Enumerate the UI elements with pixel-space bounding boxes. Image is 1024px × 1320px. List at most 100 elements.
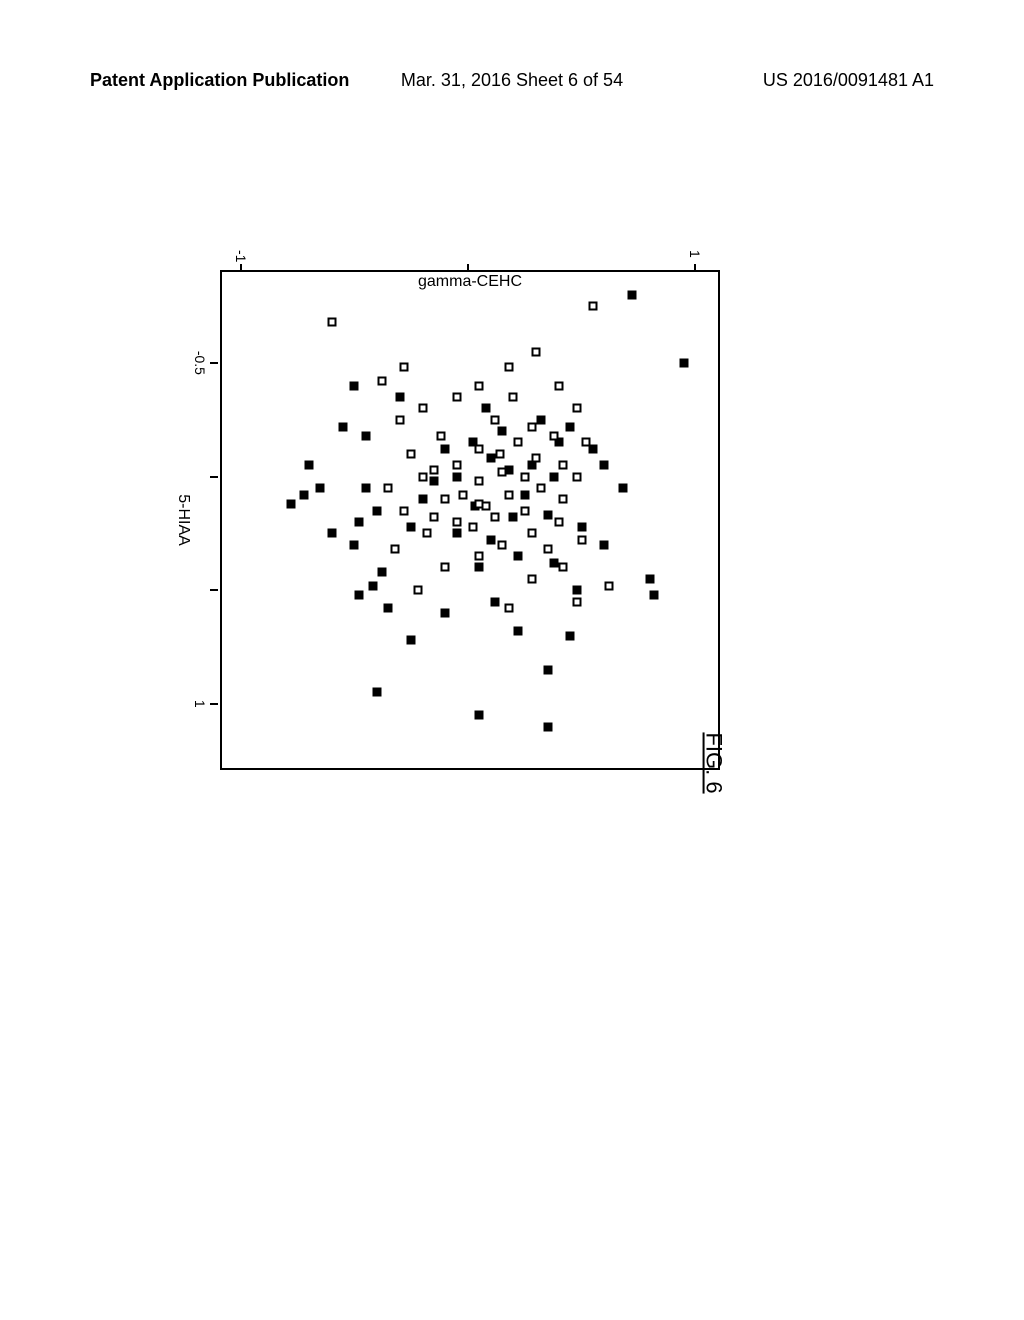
data-point-filled: [543, 665, 552, 674]
data-point-filled: [600, 540, 609, 549]
header-left: Patent Application Publication: [90, 70, 349, 91]
data-point-hollow: [418, 404, 427, 413]
figure-label: FIG. 6: [700, 732, 726, 793]
y-tick: [694, 264, 696, 272]
data-point-filled: [627, 290, 636, 299]
data-point-hollow: [475, 552, 484, 561]
data-point-filled: [550, 558, 559, 567]
plot-area: -0.51-11: [220, 270, 720, 770]
data-point-filled: [316, 483, 325, 492]
data-point-hollow: [550, 431, 559, 440]
data-point-hollow: [573, 404, 582, 413]
data-point-hollow: [491, 513, 500, 522]
data-point-filled: [350, 540, 359, 549]
data-point-hollow: [527, 422, 536, 431]
data-point-filled: [514, 552, 523, 561]
x-tick-label: 1: [192, 700, 208, 708]
data-point-filled: [304, 461, 313, 470]
x-tick: [210, 476, 218, 478]
data-point-hollow: [475, 477, 484, 486]
data-point-hollow: [554, 381, 563, 390]
data-point-hollow: [554, 518, 563, 527]
data-point-hollow: [498, 540, 507, 549]
data-point-hollow: [400, 506, 409, 515]
data-point-hollow: [509, 393, 518, 402]
data-point-filled: [543, 511, 552, 520]
data-point-hollow: [527, 574, 536, 583]
data-point-hollow: [520, 506, 529, 515]
data-point-hollow: [423, 529, 432, 538]
data-point-filled: [368, 581, 377, 590]
data-point-filled: [566, 631, 575, 640]
data-point-filled: [475, 563, 484, 572]
data-point-hollow: [514, 438, 523, 447]
data-point-filled: [441, 608, 450, 617]
data-point-filled: [509, 513, 518, 522]
data-point-filled: [550, 472, 559, 481]
header-center: Mar. 31, 2016 Sheet 6 of 54: [401, 70, 623, 91]
page-header: Patent Application Publication Mar. 31, …: [0, 70, 1024, 91]
data-point-filled: [373, 688, 382, 697]
data-point-filled: [418, 495, 427, 504]
data-point-hollow: [559, 461, 568, 470]
data-point-hollow: [532, 347, 541, 356]
data-point-hollow: [407, 449, 416, 458]
x-axis-label: 5-HIAA: [174, 494, 192, 546]
data-point-filled: [486, 536, 495, 545]
data-point-hollow: [543, 545, 552, 554]
data-point-hollow: [468, 522, 477, 531]
data-point-filled: [577, 522, 586, 531]
data-point-filled: [361, 431, 370, 440]
data-point-filled: [429, 477, 438, 486]
data-point-hollow: [573, 472, 582, 481]
y-tick: [467, 264, 469, 272]
data-point-filled: [679, 358, 688, 367]
data-point-filled: [618, 483, 627, 492]
data-point-filled: [395, 393, 404, 402]
x-tick: [210, 703, 218, 705]
data-point-hollow: [429, 465, 438, 474]
data-point-filled: [361, 483, 370, 492]
data-point-hollow: [498, 468, 507, 477]
data-point-hollow: [589, 302, 598, 311]
y-tick-label: 1: [687, 250, 703, 258]
data-point-hollow: [459, 490, 468, 499]
header-right: US 2016/0091481 A1: [763, 70, 934, 91]
data-point-filled: [407, 636, 416, 645]
data-point-hollow: [577, 536, 586, 545]
data-point-filled: [536, 415, 545, 424]
data-point-hollow: [536, 483, 545, 492]
data-point-filled: [520, 490, 529, 499]
data-point-hollow: [377, 377, 386, 386]
data-point-filled: [407, 522, 416, 531]
data-point-hollow: [520, 472, 529, 481]
data-point-hollow: [582, 438, 591, 447]
data-point-filled: [339, 422, 348, 431]
scatter-chart: -0.51-11 gamma-CEHC 5-HIAA: [220, 270, 720, 770]
data-point-hollow: [504, 363, 513, 372]
data-point-filled: [300, 490, 309, 499]
y-axis-label: gamma-CEHC: [418, 273, 522, 291]
data-point-hollow: [414, 586, 423, 595]
data-point-filled: [498, 427, 507, 436]
data-point-filled: [573, 586, 582, 595]
data-point-hollow: [452, 461, 461, 470]
data-point-filled: [377, 568, 386, 577]
data-point-hollow: [441, 495, 450, 504]
data-point-filled: [482, 404, 491, 413]
data-point-filled: [600, 461, 609, 470]
data-point-filled: [350, 381, 359, 390]
data-point-hollow: [391, 545, 400, 554]
data-point-hollow: [327, 318, 336, 327]
data-point-filled: [650, 590, 659, 599]
data-point-hollow: [475, 445, 484, 454]
data-point-hollow: [559, 563, 568, 572]
data-point-hollow: [559, 495, 568, 504]
data-point-hollow: [452, 518, 461, 527]
data-point-filled: [566, 422, 575, 431]
data-point-filled: [354, 518, 363, 527]
data-point-filled: [543, 722, 552, 731]
data-point-filled: [452, 529, 461, 538]
data-point-hollow: [475, 381, 484, 390]
data-point-filled: [475, 711, 484, 720]
